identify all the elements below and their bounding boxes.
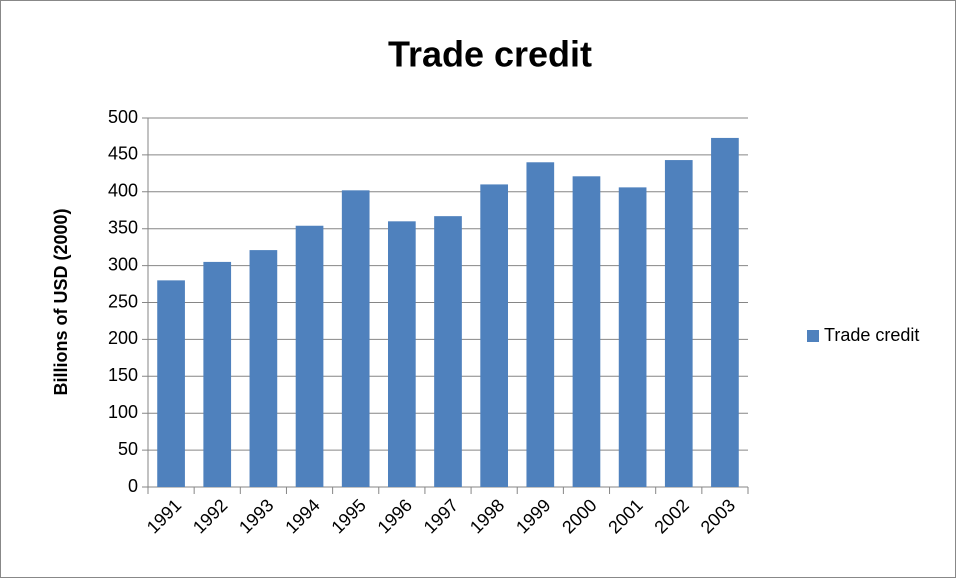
y-tick-label: 250: [108, 291, 138, 311]
y-tick-label: 150: [108, 365, 138, 385]
y-tick-label: 50: [118, 439, 138, 459]
bar: [526, 162, 555, 487]
legend-swatch: [807, 330, 819, 342]
bar: [480, 184, 508, 488]
bar: [618, 187, 647, 487]
y-tick-label: 300: [108, 254, 138, 274]
y-tick-label: 450: [108, 144, 138, 164]
bar: [203, 261, 232, 487]
y-tick-label: 200: [108, 328, 138, 348]
y-tick-label: 350: [108, 217, 138, 237]
bar: [664, 160, 693, 488]
chart-title: Trade credit: [388, 34, 592, 75]
y-tick-label: 100: [108, 402, 138, 422]
bar: [388, 221, 416, 487]
bar: [572, 176, 601, 487]
bar: [341, 190, 370, 487]
bar: [295, 225, 324, 488]
bar: [157, 280, 185, 487]
y-tick-label: 400: [108, 181, 138, 201]
legend-label: Trade credit: [824, 325, 919, 345]
y-axis-title: Billions of USD (2000): [51, 208, 71, 395]
bar: [434, 216, 462, 488]
y-tick-label: 0: [128, 476, 138, 496]
y-tick-label: 500: [108, 107, 138, 127]
bar: [711, 137, 739, 487]
bar: [249, 250, 278, 487]
